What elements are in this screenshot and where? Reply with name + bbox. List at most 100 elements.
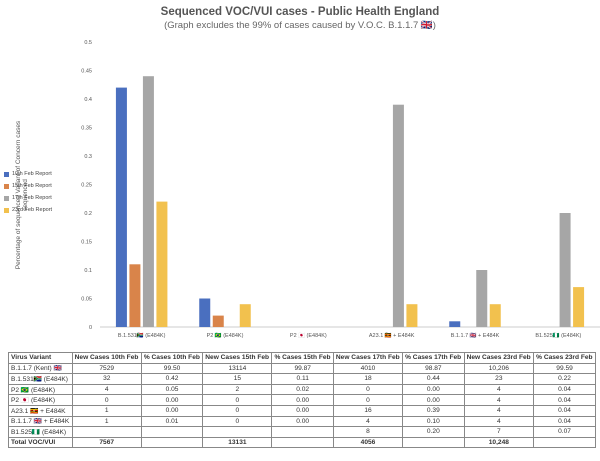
column-header: % Cases 15th Feb bbox=[271, 352, 334, 364]
bar bbox=[239, 304, 251, 327]
table-row: B.1.531🇿🇦 (E484K) 32 0.42 15 0.11 18 0.44 23 0.2… bbox=[8, 373, 596, 385]
y-tick-label: 0.45 bbox=[81, 69, 92, 75]
legend-item: 23rd Feb Report bbox=[4, 204, 52, 216]
value-cell: 0.01 bbox=[140, 415, 204, 428]
legend-label: 15th Feb Report bbox=[12, 183, 52, 189]
bar bbox=[129, 264, 141, 327]
value-cell: 4 bbox=[463, 415, 535, 428]
legend-item: 17th Feb Report bbox=[4, 192, 52, 204]
value-cell: 4 bbox=[463, 394, 535, 406]
value-cell: 10,248 bbox=[463, 436, 535, 449]
y-tick-label: 0 bbox=[89, 325, 92, 331]
value-cell: 0.04 bbox=[533, 415, 596, 428]
value-cell: 13131 bbox=[202, 436, 273, 449]
bar bbox=[212, 315, 224, 327]
bar bbox=[559, 213, 571, 327]
variant-name-cell: P2 🇧🇷 (E484K) bbox=[8, 383, 73, 396]
legend-swatch bbox=[4, 195, 9, 201]
y-tick-label: 0.35 bbox=[81, 126, 92, 132]
variant-name-cell: B.1.1.7 (Kent) 🇬🇧 bbox=[8, 362, 73, 375]
value-cell: 4010 bbox=[332, 362, 404, 375]
value-cell: 98.87 bbox=[402, 362, 465, 375]
y-tick-label: 0.5 bbox=[84, 40, 92, 46]
x-tick-label: A23.1 🇺🇬 + E484K bbox=[369, 332, 415, 339]
column-header: New Cases 10th Feb bbox=[71, 352, 142, 364]
bar bbox=[489, 304, 501, 327]
value-cell: 4 bbox=[463, 383, 535, 396]
value-cell bbox=[271, 426, 334, 438]
value-cell: 0.00 bbox=[271, 415, 334, 428]
legend-item: 10th Feb Report bbox=[4, 168, 52, 180]
table-row: A23.1 🇺🇬 + E484K 1 0.00 0 0.00 16 0.39 4 0.04 bbox=[8, 404, 596, 417]
table-row: P2 🇧🇷 (E484K) 4 0.05 2 0.02 0 0.00 4 0.04 bbox=[8, 383, 596, 396]
value-cell: 13114 bbox=[202, 362, 273, 375]
value-cell: 18 bbox=[332, 373, 404, 385]
value-cell: 7 bbox=[463, 426, 535, 438]
bar bbox=[573, 287, 585, 327]
table-row: P2 🇯🇵 (E484K) 0 0.00 0 0.00 0 0.00 4 0.04 bbox=[8, 394, 596, 406]
legend-swatch bbox=[4, 183, 9, 189]
value-cell: 0.07 bbox=[533, 426, 596, 438]
value-cell bbox=[140, 426, 204, 438]
value-cell: 0.10 bbox=[402, 415, 465, 428]
value-cell: 8 bbox=[332, 426, 404, 438]
value-cell bbox=[402, 436, 465, 449]
bar bbox=[199, 298, 211, 327]
variant-name-cell: B.1.1.7 🇬🇧 + E484K bbox=[8, 415, 73, 428]
value-cell: 99.59 bbox=[533, 362, 596, 375]
column-header: New Cases 23rd Feb bbox=[463, 352, 535, 364]
value-cell: 0.04 bbox=[533, 394, 596, 406]
value-cell: 0.44 bbox=[402, 373, 465, 385]
x-tick-label: B.1.531🇿🇦 (E484K) bbox=[118, 332, 166, 339]
legend-label: 10th Feb Report bbox=[12, 171, 52, 177]
variant-name-cell: P2 🇯🇵 (E484K) bbox=[8, 394, 73, 406]
chart-legend: 10th Feb Report 15th Feb Report 17th Feb… bbox=[4, 168, 52, 216]
column-header: % Cases 10th Feb bbox=[140, 352, 204, 364]
variant-name-cell: A23.1 🇺🇬 + E484K bbox=[8, 404, 73, 417]
bar bbox=[115, 87, 127, 327]
value-cell: 0 bbox=[202, 415, 273, 428]
value-cell: 7529 bbox=[71, 362, 142, 375]
value-cell: 0.00 bbox=[402, 394, 465, 406]
bar bbox=[156, 201, 168, 327]
y-tick-label: 0.25 bbox=[81, 183, 92, 189]
column-header: New Cases 17th Feb bbox=[332, 352, 404, 364]
value-cell: 0.39 bbox=[402, 404, 465, 417]
value-cell: 4 bbox=[71, 383, 142, 396]
table-row: B.1.1.7 🇬🇧 + E484K 1 0.01 0 0.00 4 0.10 4 0.04 bbox=[8, 415, 596, 428]
value-cell: 0.11 bbox=[271, 373, 334, 385]
value-cell: 0.00 bbox=[140, 394, 204, 406]
value-cell: 4 bbox=[332, 415, 404, 428]
value-cell: 0.04 bbox=[533, 383, 596, 396]
legend-swatch bbox=[4, 207, 9, 213]
legend-item: 15th Feb Report bbox=[4, 180, 52, 192]
variant-name-cell: Total VOC/VUI bbox=[8, 436, 73, 449]
column-header: New Cases 15th Feb bbox=[202, 352, 273, 364]
value-cell: 0.42 bbox=[140, 373, 204, 385]
value-cell: 0.00 bbox=[140, 404, 204, 417]
value-cell bbox=[202, 426, 273, 438]
value-cell: 0.22 bbox=[533, 373, 596, 385]
column-header: % Cases 17th Feb bbox=[402, 352, 465, 364]
value-cell: 4056 bbox=[332, 436, 404, 449]
value-cell: 23 bbox=[463, 373, 535, 385]
value-cell: 0 bbox=[332, 394, 404, 406]
value-cell: 0 bbox=[202, 404, 273, 417]
variant-table: Virus Variant New Cases 10th Feb % Cases… bbox=[8, 352, 596, 449]
bar-chart: 0 0.05 0.1 0.15 0.2 0.25 0.3 0.35 0.4 0.45 0.5 B.1.… bbox=[81, 40, 600, 339]
y-tick-label: 0.1 bbox=[84, 268, 92, 274]
table-total-row: Total VOC/VUI 7567 13131 4056 10,248 bbox=[8, 436, 596, 449]
value-cell bbox=[140, 436, 204, 449]
value-cell bbox=[271, 436, 334, 449]
chart-subtitle: (Graph excludes the 99% of cases caused … bbox=[164, 20, 436, 31]
y-tick-label: 0.2 bbox=[84, 211, 92, 217]
y-tick-label: 0.3 bbox=[84, 154, 92, 160]
value-cell: 0.05 bbox=[140, 383, 204, 396]
legend-label: 23rd Feb Report bbox=[12, 207, 53, 213]
bar bbox=[392, 104, 404, 327]
table-row: B1.525🇳🇬 (E484K) 8 0.20 7 0.07 bbox=[8, 426, 596, 438]
value-cell: 0.00 bbox=[271, 394, 334, 406]
value-cell: 0.20 bbox=[402, 426, 465, 438]
value-cell: 0.04 bbox=[533, 404, 596, 417]
x-tick-label: P2 🇧🇷 (E484K) bbox=[207, 332, 244, 339]
